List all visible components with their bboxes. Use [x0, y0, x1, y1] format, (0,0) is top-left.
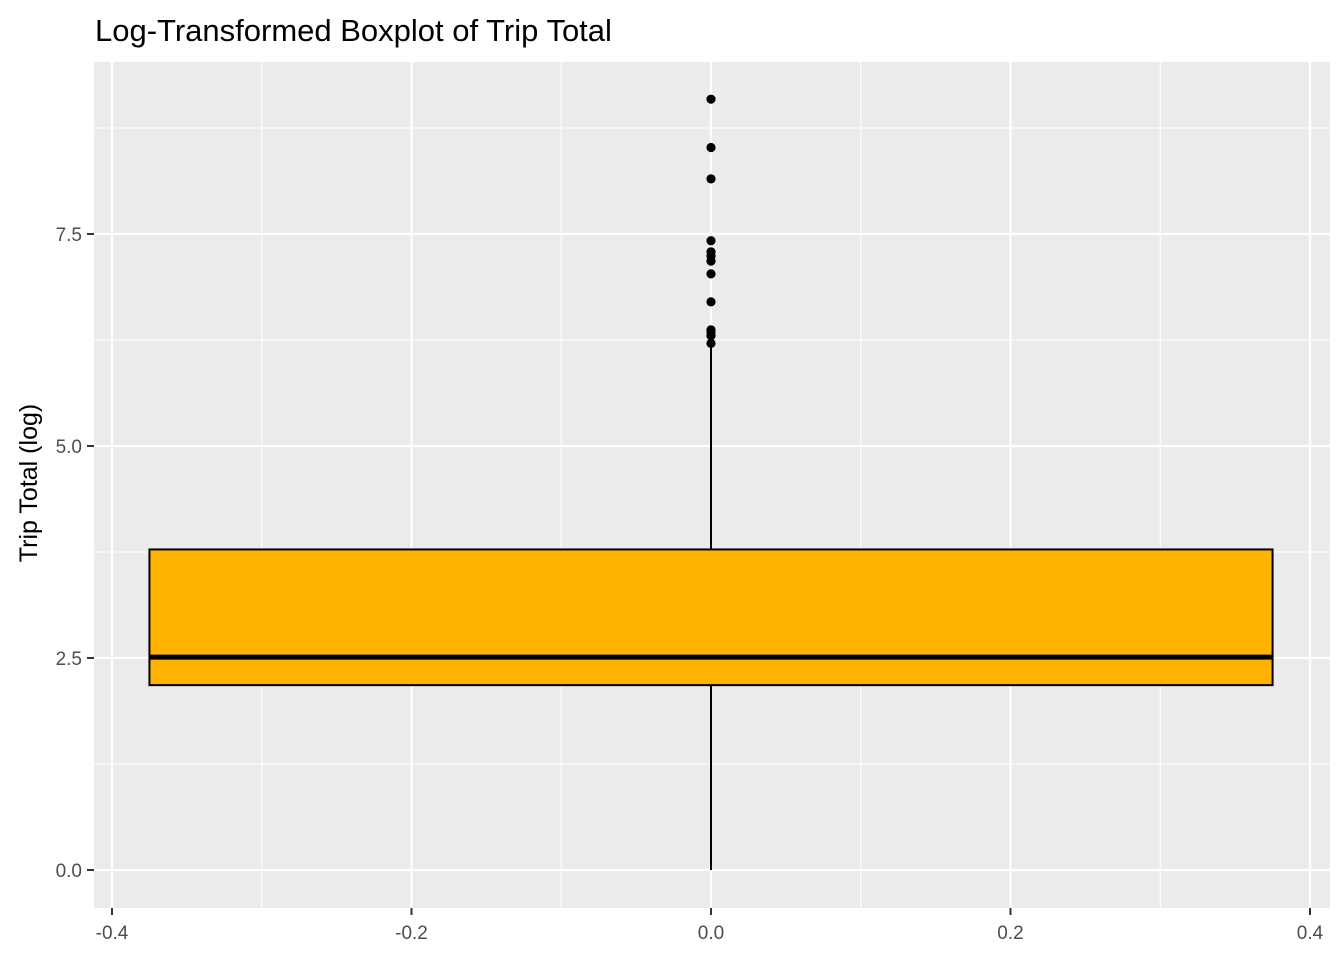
outlier-points — [706, 94, 716, 348]
outlier-point — [706, 174, 716, 184]
box-group — [148, 344, 1274, 870]
outlier-point — [706, 142, 716, 153]
chart-title: Log-Transformed Boxplot of Trip Total — [95, 13, 612, 48]
outlier-point — [706, 94, 716, 104]
x-tick-label: -0.4 — [96, 923, 129, 944]
y-tick-label: 0.0 — [56, 861, 82, 882]
y-axis-label: Trip Total (log) — [15, 404, 43, 562]
y-axis: 0.0 2.5 5.0 7.5 — [56, 225, 94, 882]
outlier-point — [706, 297, 716, 307]
outlier-point — [706, 325, 716, 335]
outlier-point — [706, 247, 716, 257]
outlier-point — [706, 269, 716, 279]
y-tick-label: 2.5 — [56, 649, 82, 670]
y-tick-label: 7.5 — [56, 225, 82, 246]
outlier-point — [706, 338, 716, 348]
x-tick-label: 0.2 — [997, 923, 1023, 944]
x-tick-label: 0.0 — [698, 923, 724, 944]
x-tick-label: 0.4 — [1297, 923, 1324, 944]
x-axis: -0.4 -0.2 0.0 0.2 0.4 — [96, 908, 1324, 944]
box-iqr — [148, 548, 1274, 687]
x-tick-label: -0.2 — [395, 923, 428, 944]
outlier-point — [706, 236, 716, 246]
y-tick-label: 5.0 — [56, 437, 82, 458]
